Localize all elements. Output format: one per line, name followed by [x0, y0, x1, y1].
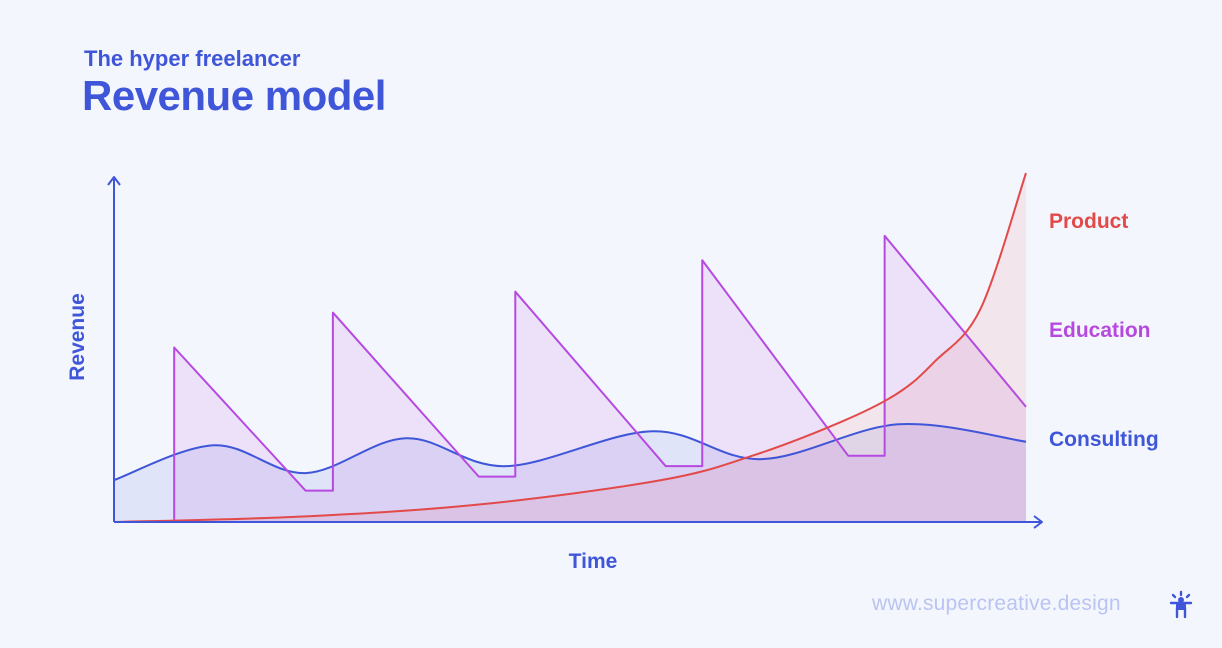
series-line-product [113, 172, 1027, 523]
y-axis-label: Revenue [66, 293, 89, 381]
person-sparkle-icon [1169, 590, 1193, 619]
series-line-education [173, 234, 1027, 522]
legend-label-product: Product [1049, 210, 1128, 233]
legend-label-education: Education [1049, 319, 1151, 342]
axes [107, 176, 1043, 529]
x-axis-arrow-icon [1033, 515, 1043, 529]
legend-label-consulting: Consulting [1049, 428, 1159, 451]
series-area-product [114, 173, 1026, 522]
chart-title: Revenue model [82, 72, 386, 119]
series-area-consulting [114, 423, 1026, 522]
chart-subtitle: The hyper freelancer [84, 46, 301, 71]
series-area-education [174, 235, 1026, 522]
legend: Product Education Consulting [1049, 210, 1159, 451]
series-fills [114, 173, 1026, 522]
footer-website: www.supercreative.design [872, 592, 1121, 615]
x-axis-label: Time [569, 550, 618, 573]
series-lines [113, 172, 1027, 523]
y-axis-arrow-icon [107, 176, 121, 186]
series-line-consulting [113, 422, 1027, 482]
